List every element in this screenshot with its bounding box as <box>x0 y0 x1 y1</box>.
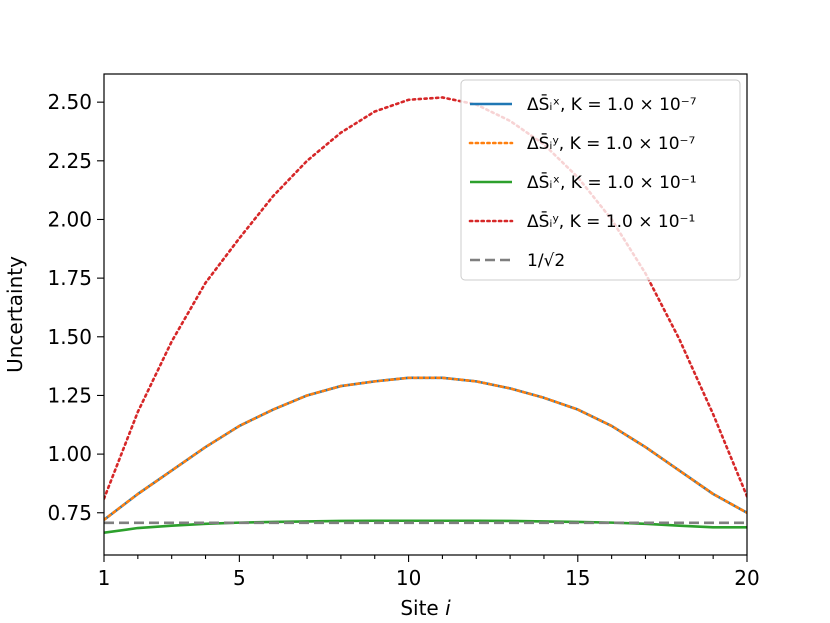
legend-label: ΔS̄ᵢˣ, K = 1.0 × 10⁻¹ <box>527 171 697 193</box>
y-tick-label: 1.25 <box>47 383 92 407</box>
y-tick-label: 1.50 <box>47 325 92 349</box>
x-tick-label: 15 <box>565 566 590 590</box>
x-axis-label: Site i <box>400 596 451 620</box>
legend-box <box>460 79 741 281</box>
x-tick-label: 20 <box>734 566 759 590</box>
y-tick-label: 2.50 <box>47 90 92 114</box>
x-tick-label: 5 <box>233 566 246 590</box>
series-line-1 <box>104 376 747 521</box>
y-tick-label: 2.25 <box>47 149 92 173</box>
y-tick-label: 1.00 <box>47 442 92 466</box>
legend-label: 1/√2 <box>527 251 565 271</box>
y-tick-label: 2.00 <box>47 207 92 231</box>
legend-label: ΔS̄ᵢˣ, K = 1.0 × 10⁻⁷ <box>527 93 697 115</box>
plot-area-frame <box>103 73 748 556</box>
legend-label: ΔS̄ᵢʸ, K = 1.0 × 10⁻⁷ <box>527 132 695 154</box>
y-tick-label: 1.75 <box>47 266 92 290</box>
legend-label: ΔS̄ᵢʸ, K = 1.0 × 10⁻¹ <box>527 210 695 232</box>
series-line-2 <box>104 376 747 522</box>
y-tick-label: 0.75 <box>47 501 92 525</box>
x-tick-label: 1 <box>98 566 111 590</box>
y-axis-label: Uncertainty <box>3 256 27 373</box>
x-tick-label: 10 <box>396 566 421 590</box>
legend: ΔS̄ᵢˣ, K = 1.0 × 10⁻⁷ ΔS̄ᵢʸ, K = 1.0 × 10… <box>460 79 741 281</box>
